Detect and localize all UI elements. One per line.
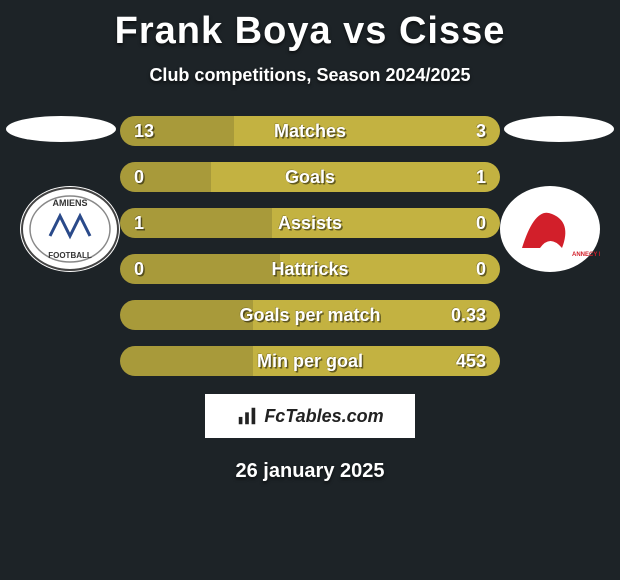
page-subtitle: Club competitions, Season 2024/2025 — [0, 65, 620, 86]
stat-bar-left-segment — [120, 116, 234, 146]
stat-bar-track — [120, 346, 500, 376]
svg-text:FOOTBALL: FOOTBALL — [48, 251, 92, 260]
player-silhouette-left — [6, 116, 116, 142]
stat-bar-right-segment — [253, 346, 500, 376]
stat-bar-left-segment — [120, 254, 280, 284]
date-label: 26 january 2025 — [0, 460, 620, 483]
stat-bar-track — [120, 208, 500, 238]
team-badge-right: ANNECY FC — [500, 186, 600, 272]
stat-bar-right-segment — [272, 208, 500, 238]
stat-row: Hattricks00 — [120, 254, 500, 284]
comparison-content: AMIENS FOOTBALL ANNECY FC Matches133 Goal… — [0, 116, 620, 376]
stat-bar-left-segment — [120, 300, 253, 330]
stat-row: Assists10 — [120, 208, 500, 238]
stat-row: Goals01 — [120, 162, 500, 192]
stat-bar-track — [120, 254, 500, 284]
annecy-logo-icon: ANNECY FC — [500, 186, 600, 272]
stat-bar-right-segment — [234, 116, 500, 146]
stat-bar-right-segment — [253, 300, 500, 330]
player-silhouette-right — [504, 116, 614, 142]
watermark: FcTables.com — [205, 394, 415, 438]
stat-bars: Matches133 Goals01 Assists10 Hattricks00 Goa… — [120, 116, 500, 376]
svg-text:ANNECY FC: ANNECY FC — [572, 252, 600, 258]
stat-row: Matches133 — [120, 116, 500, 146]
chart-icon — [236, 405, 258, 427]
team-badge-left: AMIENS FOOTBALL — [20, 186, 120, 272]
watermark-text: FcTables.com — [264, 406, 383, 427]
stat-bar-right-segment — [280, 254, 500, 284]
stat-row: Min per goal453 — [120, 346, 500, 376]
stat-bar-left-segment — [120, 208, 272, 238]
amiens-logo-icon: AMIENS FOOTBALL — [20, 186, 120, 272]
stat-bar-left-segment — [120, 162, 211, 192]
svg-text:AMIENS: AMIENS — [52, 198, 87, 208]
stat-bar-left-segment — [120, 346, 253, 376]
stat-row: Goals per match0.33 — [120, 300, 500, 330]
stat-bar-track — [120, 116, 500, 146]
stat-bar-track — [120, 300, 500, 330]
stat-bar-right-segment — [211, 162, 500, 192]
stat-bar-track — [120, 162, 500, 192]
page-title: Frank Boya vs Cisse — [0, 0, 620, 53]
